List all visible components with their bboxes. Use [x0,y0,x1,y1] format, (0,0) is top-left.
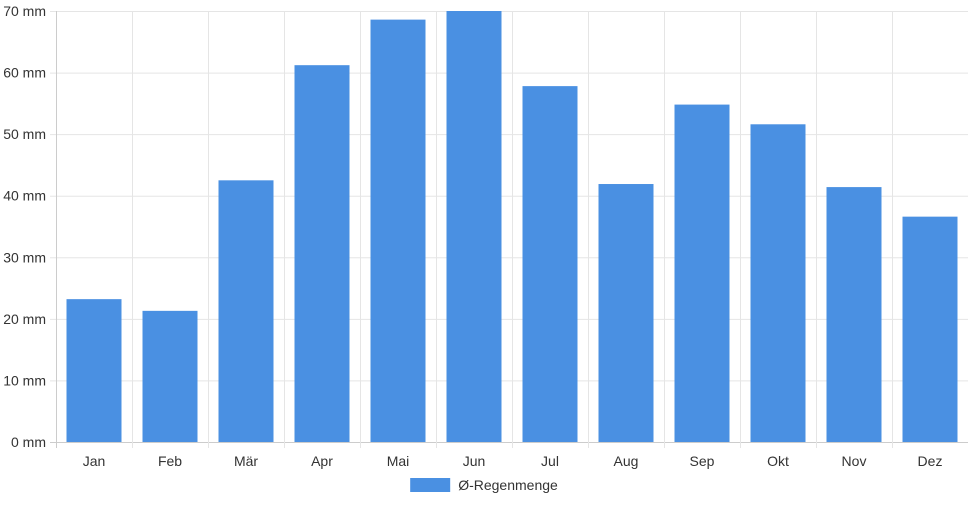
axis-layer: 0 mm 10 mm 20 mm 30 mm 40 mm 50 mm 60 mm 70 mm J… [3,3,942,469]
y-tick-label: 40 mm [3,188,46,204]
bar-dez [902,216,958,442]
y-tick-label: 70 mm [3,3,46,19]
bar-feb [142,310,198,442]
y-tick-label: 30 mm [3,249,46,265]
bar-jul [522,86,578,443]
bar-mai [370,19,426,443]
x-tick-label: Dez [918,453,943,469]
y-tick-label: 0 mm [11,434,46,450]
y-tick-label: 10 mm [3,372,46,388]
x-tick-label: Aug [614,453,639,469]
x-tick-label: Okt [767,453,789,469]
x-tick-label: Nov [842,453,867,469]
x-tick-label: Mai [387,453,410,469]
bar-aug [598,184,654,442]
bar-apr [294,65,350,443]
bar-jun [446,11,502,442]
y-tick-label: 60 mm [3,65,46,81]
bar-okt [750,124,806,442]
legend-swatch [410,478,451,492]
x-tick-label: Sep [690,453,715,469]
x-tick-label: Mär [234,453,258,469]
grid-layer [50,11,968,448]
bar-sep [674,104,730,442]
legend[interactable]: Ø-Regenmenge [410,477,558,493]
x-tick-label: Jul [541,453,559,469]
bars-layer [66,11,958,443]
legend-label: Ø-Regenmenge [458,477,558,493]
bar-jan [66,299,122,442]
bar-nov [826,187,882,442]
y-tick-label: 50 mm [3,126,46,142]
x-tick-label: Jan [83,453,106,469]
x-tick-label: Jun [463,453,486,469]
x-tick-label: Apr [311,453,333,469]
x-tick-label: Feb [158,453,182,469]
bar-mär [218,180,274,442]
y-tick-label: 20 mm [3,311,46,327]
